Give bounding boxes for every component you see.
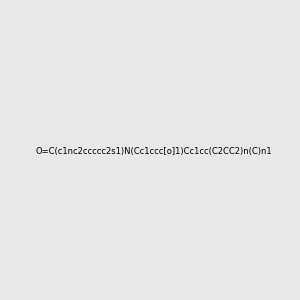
Text: O=C(c1nc2ccccc2s1)N(Cc1ccc[o]1)Cc1cc(C2CC2)n(C)n1: O=C(c1nc2ccccc2s1)N(Cc1ccc[o]1)Cc1cc(C2C… [35,147,272,156]
